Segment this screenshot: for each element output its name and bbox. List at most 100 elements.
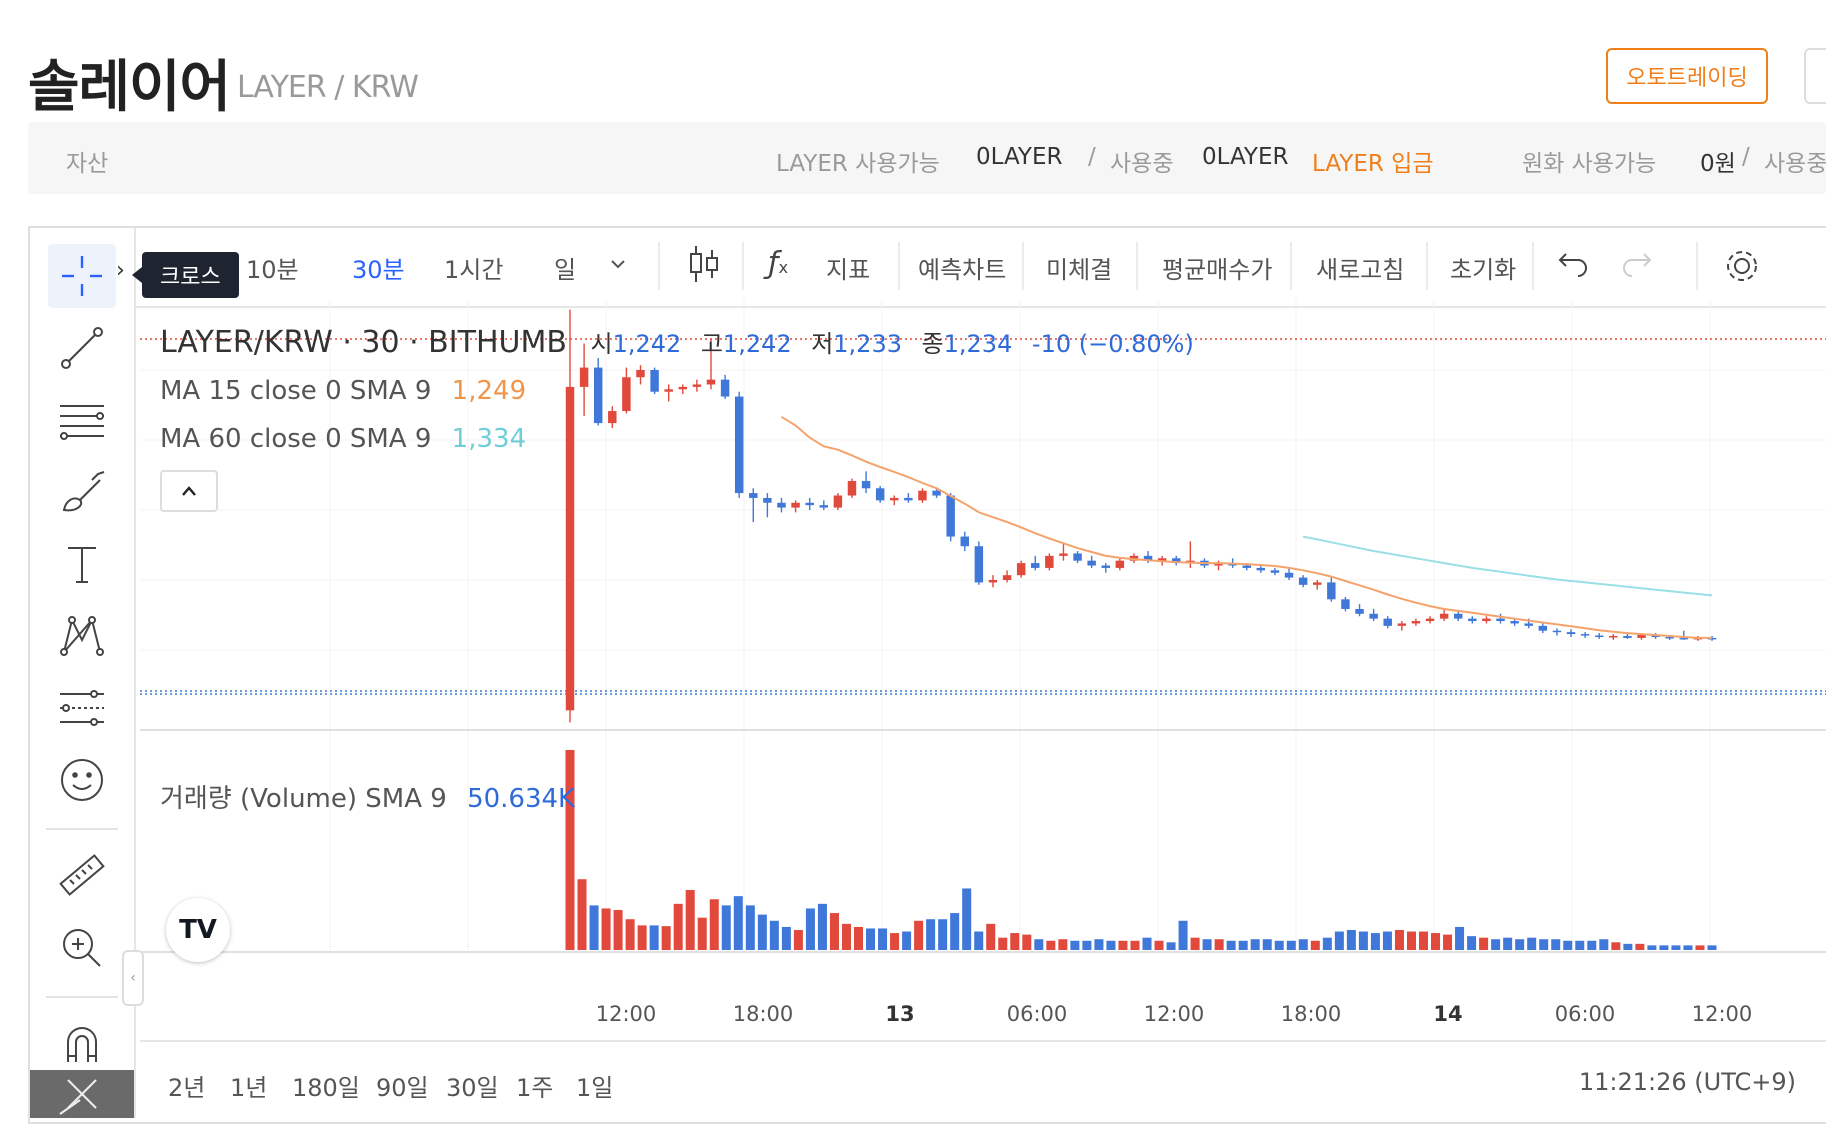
candle-body (777, 502, 786, 508)
range-180d[interactable]: 180일 (292, 1074, 360, 1102)
refresh-button[interactable]: 새로고침 (1316, 256, 1405, 284)
candle-body (1566, 632, 1576, 635)
volume-value: 50.634K (467, 784, 576, 814)
brush-tool[interactable] (48, 460, 116, 524)
volume-bar (1623, 943, 1633, 950)
text-icon (68, 547, 96, 583)
volume-legend: 거래량 (Volume) SMA 9 50.634K (160, 778, 575, 815)
interval-1h[interactable]: 1시간 (444, 256, 504, 284)
candle-body (1157, 558, 1167, 561)
text-tool[interactable] (48, 532, 116, 596)
candle-body (1552, 630, 1562, 633)
redo-button[interactable] (1620, 248, 1654, 284)
pattern-icon (60, 616, 104, 656)
volume-bar (1515, 939, 1525, 950)
volume-bar (625, 919, 635, 950)
crosshair-tool[interactable] (48, 244, 116, 308)
volume-bar (721, 905, 731, 950)
ruler-icon (59, 854, 105, 896)
volume-bar (974, 931, 984, 950)
deposit-link[interactable]: LAYER 입금 (1312, 151, 1434, 177)
volume-bar (1587, 940, 1597, 950)
volume-bar (1058, 939, 1068, 950)
candle-body (1256, 567, 1266, 571)
volume-bar (805, 908, 815, 950)
interval-dropdown[interactable] (608, 252, 628, 280)
range-30d[interactable]: 30일 (446, 1074, 499, 1102)
volume-label: 거래량 (Volume) SMA 9 (160, 784, 447, 814)
forecast-chart-button[interactable]: 예측차트 (918, 256, 1007, 284)
candle-body (1482, 618, 1491, 622)
expand-arrow-icon[interactable]: › (116, 258, 125, 283)
open-orders-button[interactable]: 미체결 (1046, 256, 1113, 284)
candle-body (1383, 618, 1392, 626)
close-label: 종 (921, 330, 944, 358)
trendline-tool[interactable] (48, 316, 116, 380)
volume-bar (1250, 939, 1260, 950)
sidebar-collapse-button[interactable]: ‹ (122, 950, 144, 1006)
indicator-button[interactable]: 지표 (826, 256, 871, 284)
magnet-tool[interactable] (48, 1012, 116, 1076)
high-label: 고 (700, 330, 723, 358)
legend-collapse-button[interactable] (160, 470, 218, 512)
volume-bar (1431, 933, 1441, 950)
candle-body (1524, 623, 1533, 626)
chart-top-toolbar: 10분 30분 1시간 일 ƒx 지표 예측차트 미체결 평균매수가 새로고침 … (136, 228, 1826, 308)
volume-bar (878, 928, 888, 950)
candle-body (1002, 575, 1012, 580)
volume-bar (793, 930, 803, 950)
volume-bar (1346, 930, 1356, 950)
time-axis-label: 12:00 (1143, 1002, 1205, 1026)
measure-tool[interactable] (48, 844, 116, 908)
header-extra-button[interactable] (1804, 48, 1826, 104)
volume-bar (1190, 937, 1200, 950)
interval-day[interactable]: 일 (554, 256, 577, 284)
volume-bar (1034, 939, 1044, 950)
volume-bar (1322, 937, 1332, 950)
candle-body (960, 536, 969, 547)
range-1d[interactable]: 1일 (576, 1074, 614, 1102)
fx-icon[interactable]: ƒx (768, 246, 789, 281)
candle-body (1665, 636, 1674, 639)
crosshair-icon (62, 256, 102, 296)
candle-body (636, 370, 645, 378)
candle-body (1594, 635, 1604, 638)
tradingview-logo[interactable]: TV (166, 898, 230, 962)
candle-body (1468, 618, 1477, 622)
toolbar-divider (1696, 242, 1698, 290)
undo-icon (1558, 253, 1587, 277)
autotrade-button[interactable]: 오토트레이딩 (1606, 48, 1768, 104)
pair-label: LAYER / KRW (237, 70, 419, 105)
range-1w[interactable]: 1주 (516, 1074, 554, 1102)
pattern-tool[interactable] (48, 604, 116, 668)
candle-body (1397, 623, 1407, 626)
crosshair-tooltip: 크로스 (132, 252, 239, 298)
undo-button[interactable] (1556, 248, 1590, 284)
candle-body (720, 379, 730, 397)
settings-button[interactable] (1722, 246, 1762, 292)
candle-body (1341, 599, 1350, 609)
volume-bar (1479, 937, 1489, 950)
volume-bar (781, 926, 791, 950)
candle-body (904, 497, 913, 501)
reset-button[interactable]: 초기화 (1450, 256, 1517, 284)
interval-10m[interactable]: 10분 (246, 256, 299, 284)
emoji-tool[interactable] (48, 748, 116, 812)
volume-bar (1154, 940, 1164, 950)
interval-30m[interactable]: 30분 (352, 256, 405, 284)
lock-tool[interactable] (30, 1070, 134, 1118)
zoom-tool[interactable] (48, 916, 116, 980)
volume-bar (745, 905, 755, 950)
forecast-tool[interactable] (48, 676, 116, 740)
chart-type-button[interactable] (684, 242, 724, 292)
fib-tool[interactable] (48, 388, 116, 452)
volume-bar (1310, 940, 1320, 950)
low-label: 저 (811, 330, 834, 358)
avg-price-button[interactable]: 평균매수가 (1162, 256, 1273, 284)
range-1y[interactable]: 1년 (230, 1074, 268, 1102)
candle-body (692, 384, 702, 387)
gear-icon (1727, 251, 1757, 281)
range-2y[interactable]: 2년 (168, 1074, 206, 1102)
range-90d[interactable]: 90일 (376, 1074, 429, 1102)
